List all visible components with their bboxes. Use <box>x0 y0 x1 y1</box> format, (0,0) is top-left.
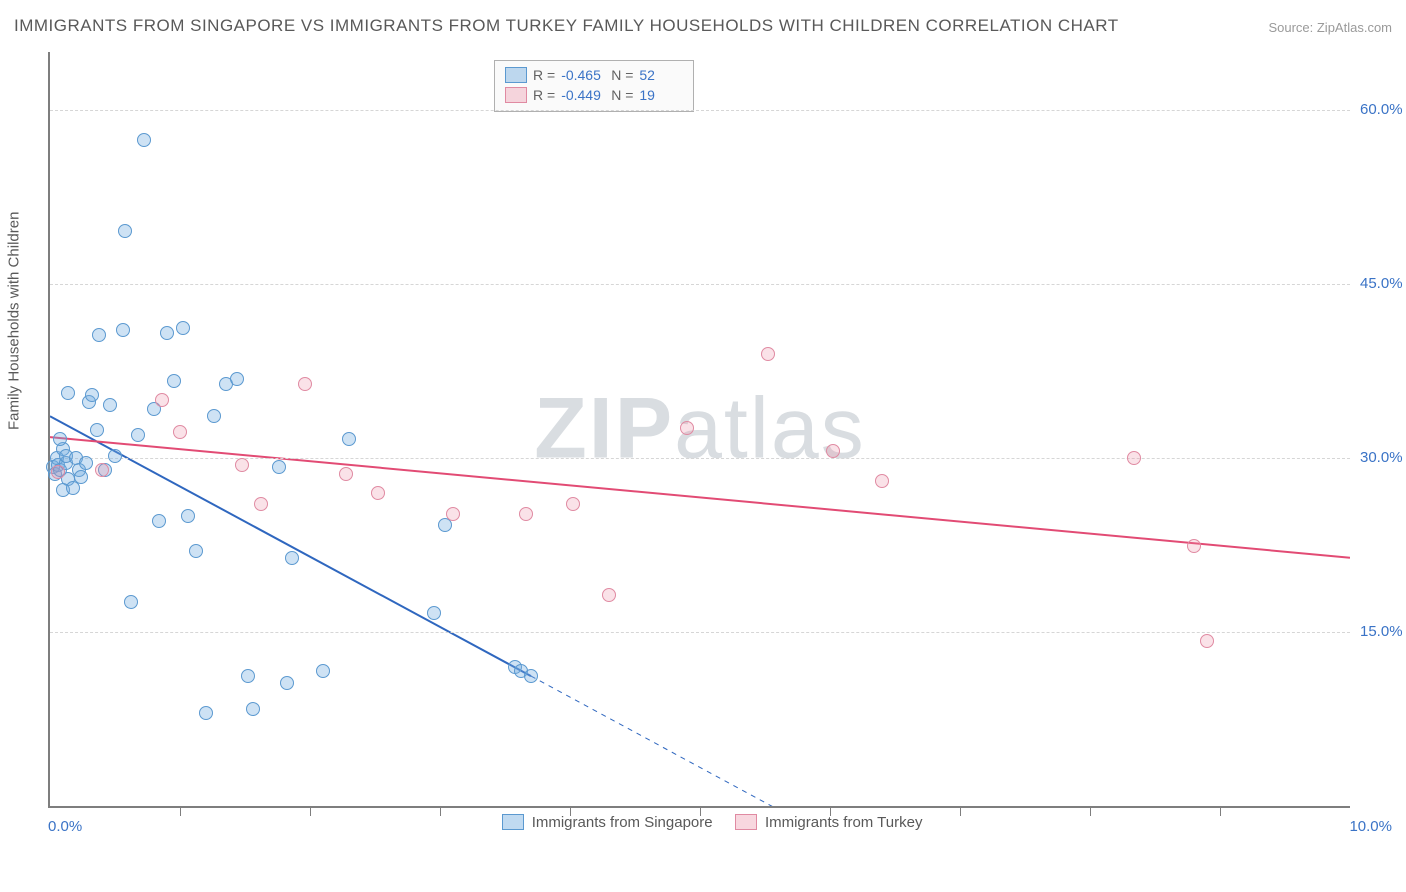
data-point <box>285 551 299 565</box>
data-point <box>74 470 88 484</box>
data-point <box>761 347 775 361</box>
legend-swatch-turkey <box>735 814 757 830</box>
data-point <box>1200 634 1214 648</box>
data-point <box>199 706 213 720</box>
data-point <box>181 509 195 523</box>
y-tick-label: 30.0% <box>1360 449 1403 466</box>
r-label: R = <box>533 65 555 85</box>
data-point <box>90 423 104 437</box>
data-point <box>155 393 169 407</box>
data-point <box>342 432 356 446</box>
legend-row: R = -0.449 N = 19 <box>505 85 683 105</box>
y-axis-label: Family Households with Children <box>6 212 23 430</box>
n-value-singapore: 52 <box>639 65 683 85</box>
trend-line <box>50 416 531 676</box>
n-label: N = <box>611 65 633 85</box>
chart-plot-area: ZIPatlas R = -0.465 N = 52 R = -0.449 N … <box>48 52 1350 808</box>
series-legend: Immigrants from Singapore Immigrants fro… <box>0 814 1406 831</box>
gridline <box>50 632 1350 633</box>
data-point <box>1187 539 1201 553</box>
data-point <box>173 425 187 439</box>
data-point <box>280 676 294 690</box>
data-point <box>207 409 221 423</box>
data-point <box>254 497 268 511</box>
data-point <box>566 497 580 511</box>
data-point <box>246 702 260 716</box>
series-name-turkey: Immigrants from Turkey <box>765 814 923 831</box>
data-point <box>519 507 533 521</box>
data-point <box>1127 451 1141 465</box>
y-tick-label: 15.0% <box>1360 623 1403 640</box>
series-name-singapore: Immigrants from Singapore <box>532 814 713 831</box>
data-point <box>116 323 130 337</box>
y-tick-label: 60.0% <box>1360 101 1403 118</box>
y-tick-label: 45.0% <box>1360 275 1403 292</box>
data-point <box>95 463 109 477</box>
data-point <box>524 669 538 683</box>
n-label: N = <box>611 85 633 105</box>
data-point <box>53 432 67 446</box>
data-point <box>124 595 138 609</box>
data-point <box>272 460 286 474</box>
data-point <box>118 224 132 238</box>
source-attribution: Source: ZipAtlas.com <box>1268 20 1392 35</box>
data-point <box>826 444 840 458</box>
data-point <box>316 664 330 678</box>
data-point <box>85 388 99 402</box>
r-value-singapore: -0.465 <box>561 65 605 85</box>
data-point <box>108 449 122 463</box>
data-point <box>160 326 174 340</box>
data-point <box>176 321 190 335</box>
data-point <box>241 669 255 683</box>
data-point <box>875 474 889 488</box>
gridline <box>50 284 1350 285</box>
watermark: ZIPatlas <box>534 380 865 479</box>
data-point <box>680 421 694 435</box>
legend-swatch-turkey <box>505 87 527 103</box>
data-point <box>152 514 166 528</box>
data-point <box>339 467 353 481</box>
data-point <box>51 465 65 479</box>
data-point <box>602 588 616 602</box>
data-point <box>230 372 244 386</box>
data-point <box>167 374 181 388</box>
data-point <box>371 486 385 500</box>
data-point <box>103 398 117 412</box>
data-point <box>92 328 106 342</box>
data-point <box>298 377 312 391</box>
data-point <box>61 386 75 400</box>
legend-swatch-singapore <box>505 67 527 83</box>
data-point <box>235 458 249 472</box>
data-point <box>189 544 203 558</box>
gridline <box>50 110 1350 111</box>
trend-line-extrapolated <box>531 676 791 806</box>
data-point <box>131 428 145 442</box>
stats-legend-box: R = -0.465 N = 52 R = -0.449 N = 19 <box>494 60 694 112</box>
legend-row: R = -0.465 N = 52 <box>505 65 683 85</box>
chart-title: IMMIGRANTS FROM SINGAPORE VS IMMIGRANTS … <box>14 16 1119 36</box>
data-point <box>446 507 460 521</box>
r-label: R = <box>533 85 555 105</box>
legend-swatch-singapore <box>502 814 524 830</box>
n-value-turkey: 19 <box>639 85 683 105</box>
data-point <box>137 133 151 147</box>
r-value-turkey: -0.449 <box>561 85 605 105</box>
data-point <box>79 456 93 470</box>
data-point <box>427 606 441 620</box>
